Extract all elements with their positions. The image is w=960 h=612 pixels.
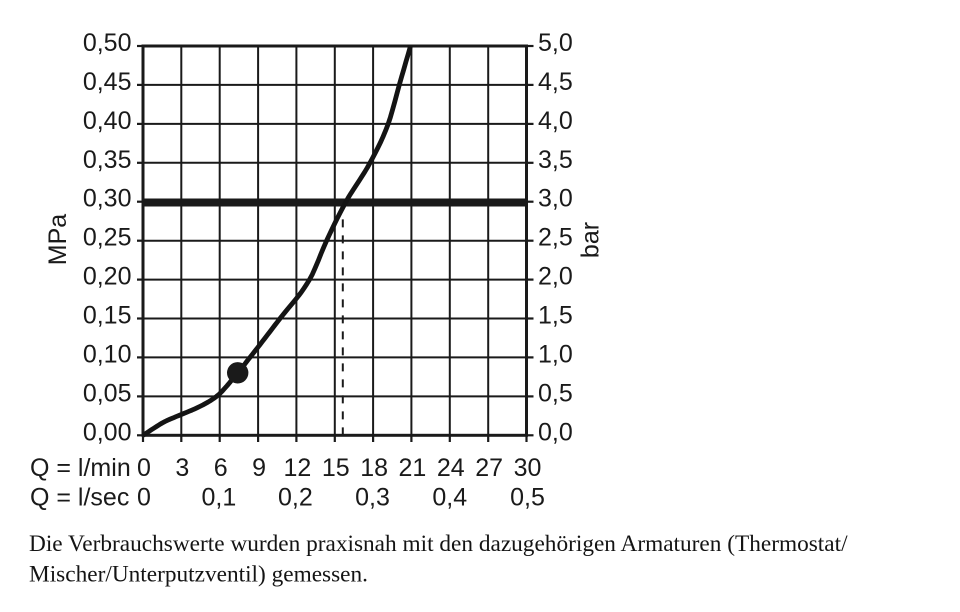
svg-text:9: 9: [252, 454, 266, 482]
svg-text:MPa: MPa: [44, 214, 72, 266]
svg-text:3,0: 3,0: [538, 185, 573, 213]
svg-text:Die Verbrauchswerte wurden pra: Die Verbrauchswerte wurden praxisnah mit…: [29, 531, 848, 557]
svg-text:3: 3: [175, 454, 189, 482]
svg-text:21: 21: [398, 454, 426, 482]
svg-text:0,30: 0,30: [83, 185, 132, 213]
svg-text:0,2: 0,2: [278, 484, 313, 512]
svg-text:0,10: 0,10: [83, 340, 132, 368]
svg-text:0,0: 0,0: [538, 418, 573, 446]
svg-text:0,5: 0,5: [510, 484, 545, 512]
svg-text:0: 0: [137, 454, 151, 482]
svg-text:0,00: 0,00: [83, 418, 132, 446]
svg-text:15: 15: [322, 454, 350, 482]
svg-text:0,5: 0,5: [538, 379, 573, 407]
svg-text:2,0: 2,0: [538, 263, 573, 291]
svg-text:1,5: 1,5: [538, 302, 573, 330]
svg-text:0,3: 0,3: [355, 484, 390, 512]
svg-text:2,5: 2,5: [538, 224, 573, 252]
svg-text:6: 6: [214, 454, 228, 482]
svg-text:12: 12: [283, 454, 311, 482]
svg-text:0,20: 0,20: [83, 263, 132, 291]
svg-text:0,45: 0,45: [83, 68, 132, 96]
svg-text:1,0: 1,0: [538, 340, 573, 368]
svg-text:24: 24: [437, 454, 465, 482]
svg-text:Q = l/sec: Q = l/sec: [30, 484, 129, 512]
svg-text:0,40: 0,40: [83, 107, 132, 135]
svg-text:0: 0: [137, 484, 151, 512]
svg-text:4,0: 4,0: [538, 107, 573, 135]
svg-text:30: 30: [514, 454, 542, 482]
svg-text:0,35: 0,35: [83, 146, 132, 174]
svg-text:27: 27: [475, 454, 503, 482]
svg-text:18: 18: [360, 454, 388, 482]
svg-text:bar: bar: [577, 222, 605, 258]
svg-text:0,15: 0,15: [83, 302, 132, 330]
svg-text:0,05: 0,05: [83, 379, 132, 407]
svg-text:4,5: 4,5: [538, 68, 573, 96]
svg-text:0,1: 0,1: [202, 484, 237, 512]
svg-text:0,50: 0,50: [83, 29, 132, 57]
svg-text:Mischer/Unterputzventil) gemes: Mischer/Unterputzventil) gemessen.: [29, 562, 368, 588]
svg-text:3,5: 3,5: [538, 146, 573, 174]
svg-text:0,25: 0,25: [83, 224, 132, 252]
svg-text:0,4: 0,4: [432, 484, 467, 512]
svg-text:Q = l/min: Q = l/min: [30, 454, 131, 482]
svg-text:5,0: 5,0: [538, 29, 573, 57]
